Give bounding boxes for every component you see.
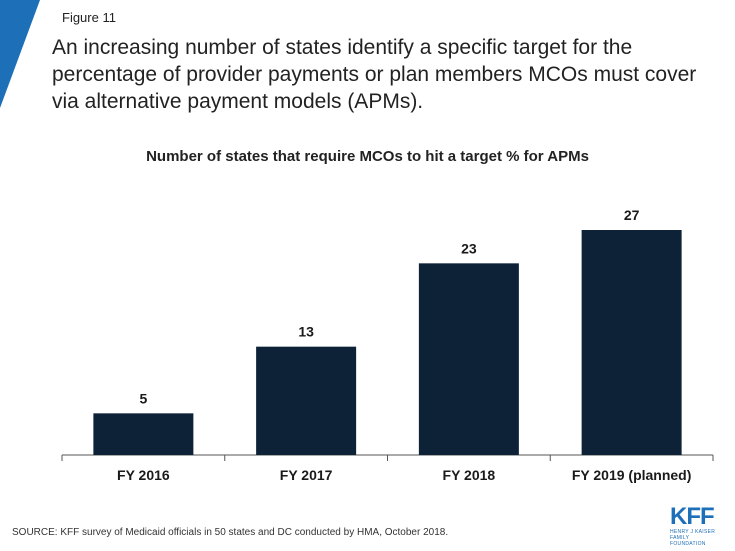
bar-fy-2019-planned — [581, 230, 682, 455]
x-tick-label: FY 2016 — [117, 467, 170, 483]
bar-fy-2017 — [256, 346, 357, 455]
x-tick-label: FY 2019 (planned) — [572, 467, 692, 483]
figure-label: Figure 11 — [62, 10, 116, 25]
bar-fy-2018 — [418, 263, 519, 455]
data-label: 27 — [624, 207, 640, 223]
bar-fy-2016 — [93, 413, 194, 455]
x-tick-label: FY 2018 — [443, 467, 496, 483]
corner-accent — [0, 0, 40, 108]
chart-title: Number of states that require MCOs to hi… — [146, 148, 589, 165]
source-note: SOURCE: KFF survey of Medicaid officials… — [12, 527, 449, 538]
data-label: 5 — [139, 390, 147, 406]
data-label: 13 — [298, 324, 314, 340]
data-label: 23 — [461, 240, 477, 256]
logo-subtitle-2: FAMILY FOUNDATION — [670, 535, 706, 547]
x-tick-label: FY 2017 — [280, 467, 333, 483]
headline: An increasing number of states identify … — [52, 36, 697, 113]
logo-wordmark: KFF — [670, 503, 715, 530]
logo-subtitle-1: HENRY J KAISER — [670, 529, 716, 535]
kff-logo: KFF HENRY J KAISER FAMILY FOUNDATION — [670, 503, 726, 548]
